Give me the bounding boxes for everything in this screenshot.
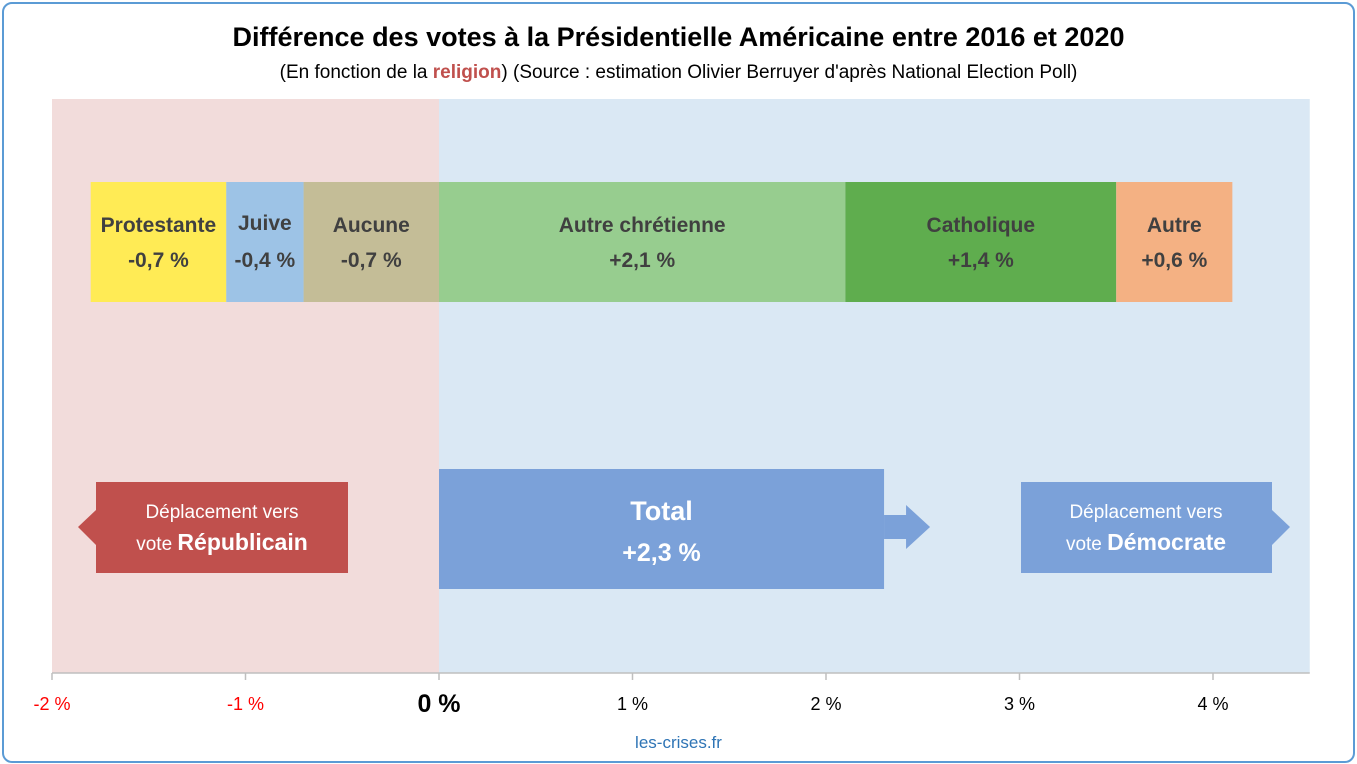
segment-name: Catholique — [927, 214, 1036, 237]
bar-segment — [303, 182, 439, 302]
total-bar — [439, 469, 885, 589]
republican-callout — [96, 482, 348, 573]
chart-title: Différence des votes à la Présidentielle… — [232, 22, 1125, 52]
x-tick-label: 3 % — [1004, 694, 1035, 714]
x-tick-label: 2 % — [810, 694, 841, 714]
total-arrow — [884, 505, 931, 549]
bar-segment — [90, 182, 227, 302]
democrat-callout-line2: vote Démocrate — [1066, 529, 1226, 555]
segment-value: +0,6 % — [1141, 249, 1207, 272]
democrat-arrow — [1272, 510, 1290, 545]
segment-value: -0,7 % — [128, 249, 189, 272]
segment-value: +1,4 % — [948, 249, 1014, 272]
segment-value: -0,7 % — [341, 249, 402, 272]
democrat-callout — [1021, 482, 1272, 573]
total-name: Total — [630, 496, 693, 526]
republican-callout-line1: Déplacement vers — [145, 502, 298, 523]
x-tick-label: 0 % — [417, 690, 460, 718]
subtitle-highlight: religion — [432, 62, 502, 83]
x-tick-label: -2 % — [33, 694, 70, 714]
bar-segment — [226, 182, 304, 302]
x-tick-label: 4 % — [1197, 694, 1228, 714]
x-tick-label: 1 % — [617, 694, 648, 714]
segment-name: Aucune — [333, 214, 410, 237]
total-value: +2,3 % — [622, 539, 701, 567]
republican-callout-party: Républicain — [177, 529, 307, 555]
segment-value: +2,1 % — [609, 249, 675, 272]
democrat-callout-vote: vote — [1066, 534, 1107, 555]
subtitle-after: ) (Source : estimation Olivier Berruyer … — [501, 62, 1078, 83]
democrat-callout-party: Démocrate — [1107, 529, 1226, 555]
bar-segment — [439, 182, 846, 302]
subtitle-before: (En fonction de la — [279, 62, 433, 83]
segment-name: Protestante — [101, 214, 217, 237]
segment-value: -0,4 % — [234, 249, 295, 272]
republican-callout-vote: vote — [136, 534, 177, 555]
republican-arrow — [78, 510, 96, 545]
source-label: les-crises.fr — [635, 733, 722, 752]
democrat-callout-line1: Déplacement vers — [1069, 502, 1222, 523]
segment-name: Autre — [1147, 214, 1202, 237]
segment-name: Autre chrétienne — [559, 214, 726, 237]
x-tick-label: -1 % — [227, 694, 264, 714]
republican-callout-line2: vote Républicain — [136, 529, 308, 555]
segment-name: Juive — [238, 212, 292, 235]
bar-segment — [1116, 182, 1233, 302]
bar-segment — [845, 182, 1117, 302]
chart-subtitle: (En fonction de la religion) (Source : e… — [4, 62, 1353, 84]
